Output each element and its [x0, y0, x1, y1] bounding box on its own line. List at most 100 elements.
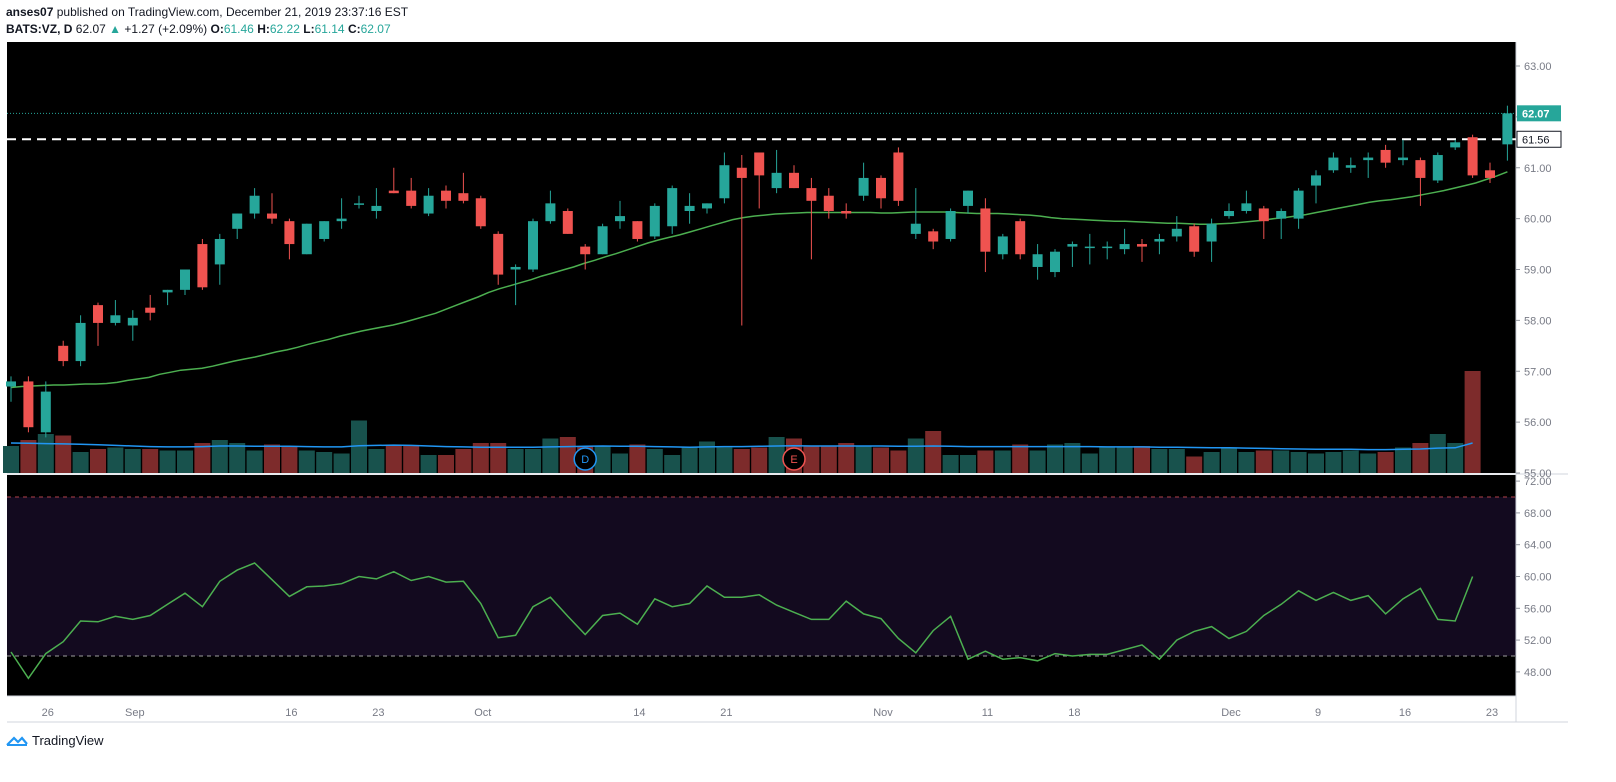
candle-body — [1119, 244, 1130, 250]
candle-body — [249, 195, 260, 214]
volume-bar — [20, 440, 37, 473]
candle-body — [284, 221, 295, 245]
candle-body — [528, 221, 538, 270]
time-tick-label: 21 — [720, 707, 732, 719]
time-tick-label: Nov — [873, 707, 893, 719]
open-value: 61.46 — [223, 22, 254, 36]
volume-bar — [699, 441, 715, 473]
candle-body — [684, 205, 695, 211]
volume-bar — [194, 443, 211, 473]
high-label: H: — [257, 22, 270, 36]
volume-bar — [316, 452, 333, 473]
candle-body — [667, 188, 678, 227]
candle-body — [371, 205, 382, 211]
volume-bar — [298, 450, 315, 473]
moving-average-line — [10, 171, 1508, 389]
candle-body — [1050, 251, 1060, 273]
volume-bar — [1012, 444, 1029, 473]
candle-body — [789, 172, 799, 189]
volume-bar — [472, 443, 489, 473]
volume-bar — [525, 449, 541, 473]
volume-bar — [142, 449, 159, 473]
volume-bar — [351, 420, 367, 473]
candle-body — [893, 152, 904, 201]
volume-bar — [925, 431, 942, 473]
volume-bar — [890, 450, 907, 473]
author-name[interactable]: anses07 — [6, 5, 54, 19]
volume-bar — [1360, 453, 1377, 473]
volume-bar — [1377, 452, 1394, 473]
candle-body — [858, 177, 869, 196]
close-value: 62.07 — [360, 22, 391, 36]
volume-bar — [855, 446, 872, 473]
volume-bar — [1134, 446, 1150, 473]
rsi-line — [10, 562, 1474, 680]
time-tick-label: 11 — [982, 707, 993, 719]
time-tick-label: Sep — [125, 707, 145, 719]
volume-bar — [1290, 452, 1307, 473]
rsi-band-fill — [7, 497, 1516, 656]
candle-body — [458, 193, 469, 201]
rsi-tick-label: 52.00 — [1524, 635, 1552, 647]
level-price-tag-label: 61.56 — [1522, 134, 1550, 146]
tradingview-logo-icon — [6, 735, 28, 746]
candle-body — [702, 203, 712, 209]
candle-body — [232, 213, 243, 229]
candle-body — [145, 307, 156, 313]
volume-bar — [124, 449, 141, 473]
rsi-tick-label: 56.00 — [1524, 603, 1552, 615]
candle-body — [354, 203, 364, 205]
volume-bar — [716, 447, 733, 473]
candle-body — [75, 322, 86, 362]
volume-bar — [403, 446, 420, 473]
candle-body — [1450, 142, 1461, 148]
candle-body — [127, 317, 138, 326]
candle-body — [597, 226, 608, 255]
candle-body — [475, 198, 486, 227]
price-tick-label: 57.00 — [1524, 366, 1552, 378]
volume-bar — [1221, 447, 1237, 473]
candle-body — [1171, 228, 1182, 237]
low-value: 61.14 — [314, 22, 345, 36]
tradingview-brand[interactable]: TradingView — [6, 733, 104, 748]
candle-body — [1258, 208, 1269, 222]
low-label: L: — [303, 22, 315, 36]
time-tick-label: Oct — [474, 707, 491, 719]
volume-bar — [1099, 447, 1116, 473]
volume-bar — [37, 434, 54, 473]
event-label: E — [790, 454, 797, 466]
volume-bar — [420, 455, 437, 473]
time-tick-label: 23 — [372, 707, 384, 719]
symbol-label: BATS:VZ, D — [6, 22, 73, 36]
volume-bar — [1064, 443, 1081, 473]
rsi-tick-label: 72.00 — [1524, 476, 1552, 488]
volume-bar — [1308, 453, 1324, 473]
candle-body — [197, 244, 208, 288]
time-tick-label: 16 — [1399, 707, 1411, 719]
volume-bar — [907, 438, 924, 473]
candle-body — [1224, 210, 1234, 217]
last-price-tag-label: 62.07 — [1522, 108, 1550, 120]
candle-body — [319, 221, 330, 239]
candle-body — [841, 210, 852, 214]
volume-bar — [3, 446, 19, 473]
candle-body — [562, 210, 573, 234]
candle-body — [1311, 175, 1321, 186]
rsi-tick-label: 68.00 — [1524, 508, 1552, 520]
candle-body — [719, 165, 730, 199]
volume-bar — [1151, 449, 1168, 473]
volume-bar — [281, 446, 298, 473]
volume-bar — [1447, 443, 1464, 473]
candle-body — [615, 216, 625, 222]
volume-bar — [942, 455, 959, 473]
volume-ma-line — [10, 442, 1473, 451]
candle-body — [406, 190, 417, 206]
brand-label: TradingView — [32, 733, 104, 748]
volume-bar — [438, 455, 454, 473]
volume-bar — [1186, 456, 1203, 473]
volume-bar — [1429, 434, 1446, 473]
event-marker — [782, 447, 806, 471]
candle-body — [40, 391, 51, 433]
volume-bar — [1168, 449, 1185, 473]
